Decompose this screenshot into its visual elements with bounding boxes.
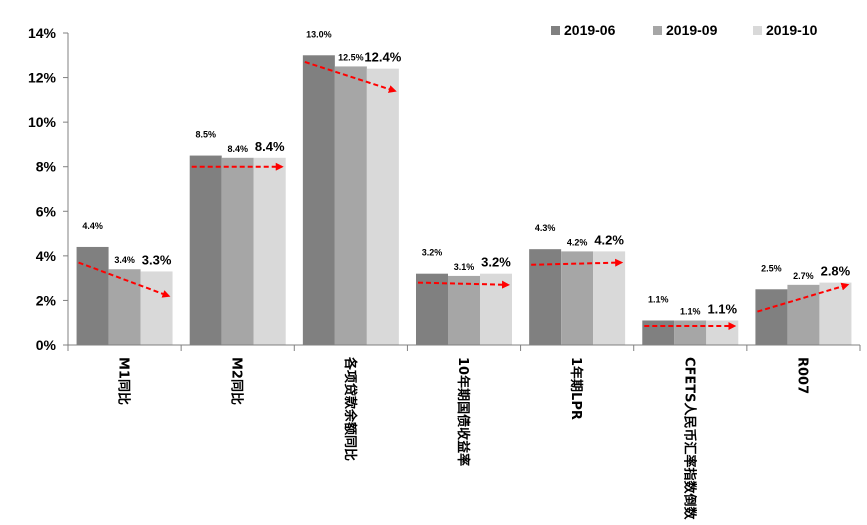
y-tick-label: 10% (28, 114, 57, 130)
legend-swatch (551, 26, 560, 35)
bar-2019-10-2 (367, 69, 399, 345)
bar-chart: 0% 2% 4% 6% 8% 10% 12% 14% M1同比 M2同比 各项贷款余额同比 10年期国… (0, 0, 867, 525)
category-label: M1同比 (116, 357, 132, 405)
data-label: 4.2% (567, 237, 588, 247)
legend-label: 2019-09 (666, 22, 718, 38)
data-label: 3.4% (114, 255, 135, 265)
category-label: 各项贷款余额同比 (342, 356, 358, 461)
data-label: 12.5% (338, 52, 364, 62)
category-label: 1年期LPR (568, 357, 584, 420)
bar-2019-09-3 (448, 276, 480, 345)
legend-swatch (753, 26, 762, 35)
data-label: 2.8% (821, 264, 851, 279)
bar-2019-06-1 (190, 156, 222, 345)
legend: 2019-06 2019-09 2019-10 (551, 22, 818, 38)
data-label: 3.1% (454, 262, 475, 272)
category-label: M2同比 (229, 357, 245, 405)
bar-2019-06-5 (642, 320, 674, 345)
data-label: 3.2% (422, 248, 443, 258)
data-label: 2.7% (793, 271, 814, 281)
data-label: 1.1% (680, 306, 701, 316)
category-label: R007 (794, 357, 809, 394)
bar-2019-06-3 (416, 274, 448, 345)
data-label: 12.4% (364, 50, 401, 65)
data-label: 4.3% (535, 223, 556, 233)
category-label: 10年期国债收益率 (455, 357, 471, 466)
legend-swatch (653, 26, 662, 35)
y-tick-label: 12% (28, 70, 57, 86)
legend-label: 2019-06 (564, 22, 616, 38)
bar-2019-06-6 (755, 289, 787, 345)
data-label: 3.3% (142, 252, 172, 267)
data-label: 3.2% (481, 255, 511, 270)
bar-2019-06-2 (303, 55, 335, 345)
chart-container: 0% 2% 4% 6% 8% 10% 12% 14% M1同比 M2同比 各项贷款余额同比 10年期国… (0, 0, 867, 525)
data-label: 4.2% (594, 232, 624, 247)
bar-2019-10-5 (706, 320, 738, 345)
data-label: 8.5% (195, 130, 216, 140)
y-tick-label: 2% (36, 292, 57, 308)
y-tick-label: 8% (36, 159, 57, 175)
bar-2019-09-5 (674, 320, 706, 345)
data-label: 4.4% (82, 221, 103, 231)
legend-label: 2019-10 (766, 22, 818, 38)
bar-2019-09-2 (335, 66, 367, 345)
data-label: 1.1% (648, 294, 669, 304)
bar-2019-10-0 (141, 271, 173, 345)
bar-2019-09-1 (222, 158, 254, 345)
data-label: 13.0% (306, 29, 332, 39)
y-tick-label: 4% (36, 248, 57, 264)
y-tick-label: 6% (36, 203, 57, 219)
bar-2019-10-4 (593, 251, 625, 345)
y-tick-label: 0% (36, 337, 57, 353)
bar-2019-10-1 (254, 158, 286, 345)
bar-2019-10-6 (819, 283, 851, 345)
data-label: 8.4% (255, 139, 285, 154)
bar-2019-09-4 (561, 251, 593, 345)
data-label: 1.1% (707, 301, 737, 316)
data-label: 8.4% (227, 144, 248, 154)
y-tick-label: 14% (28, 25, 57, 41)
data-label: 2.5% (761, 263, 782, 273)
bar-2019-06-0 (77, 247, 109, 345)
category-label: CFETS人民币汇率指数倒数 (681, 357, 697, 521)
